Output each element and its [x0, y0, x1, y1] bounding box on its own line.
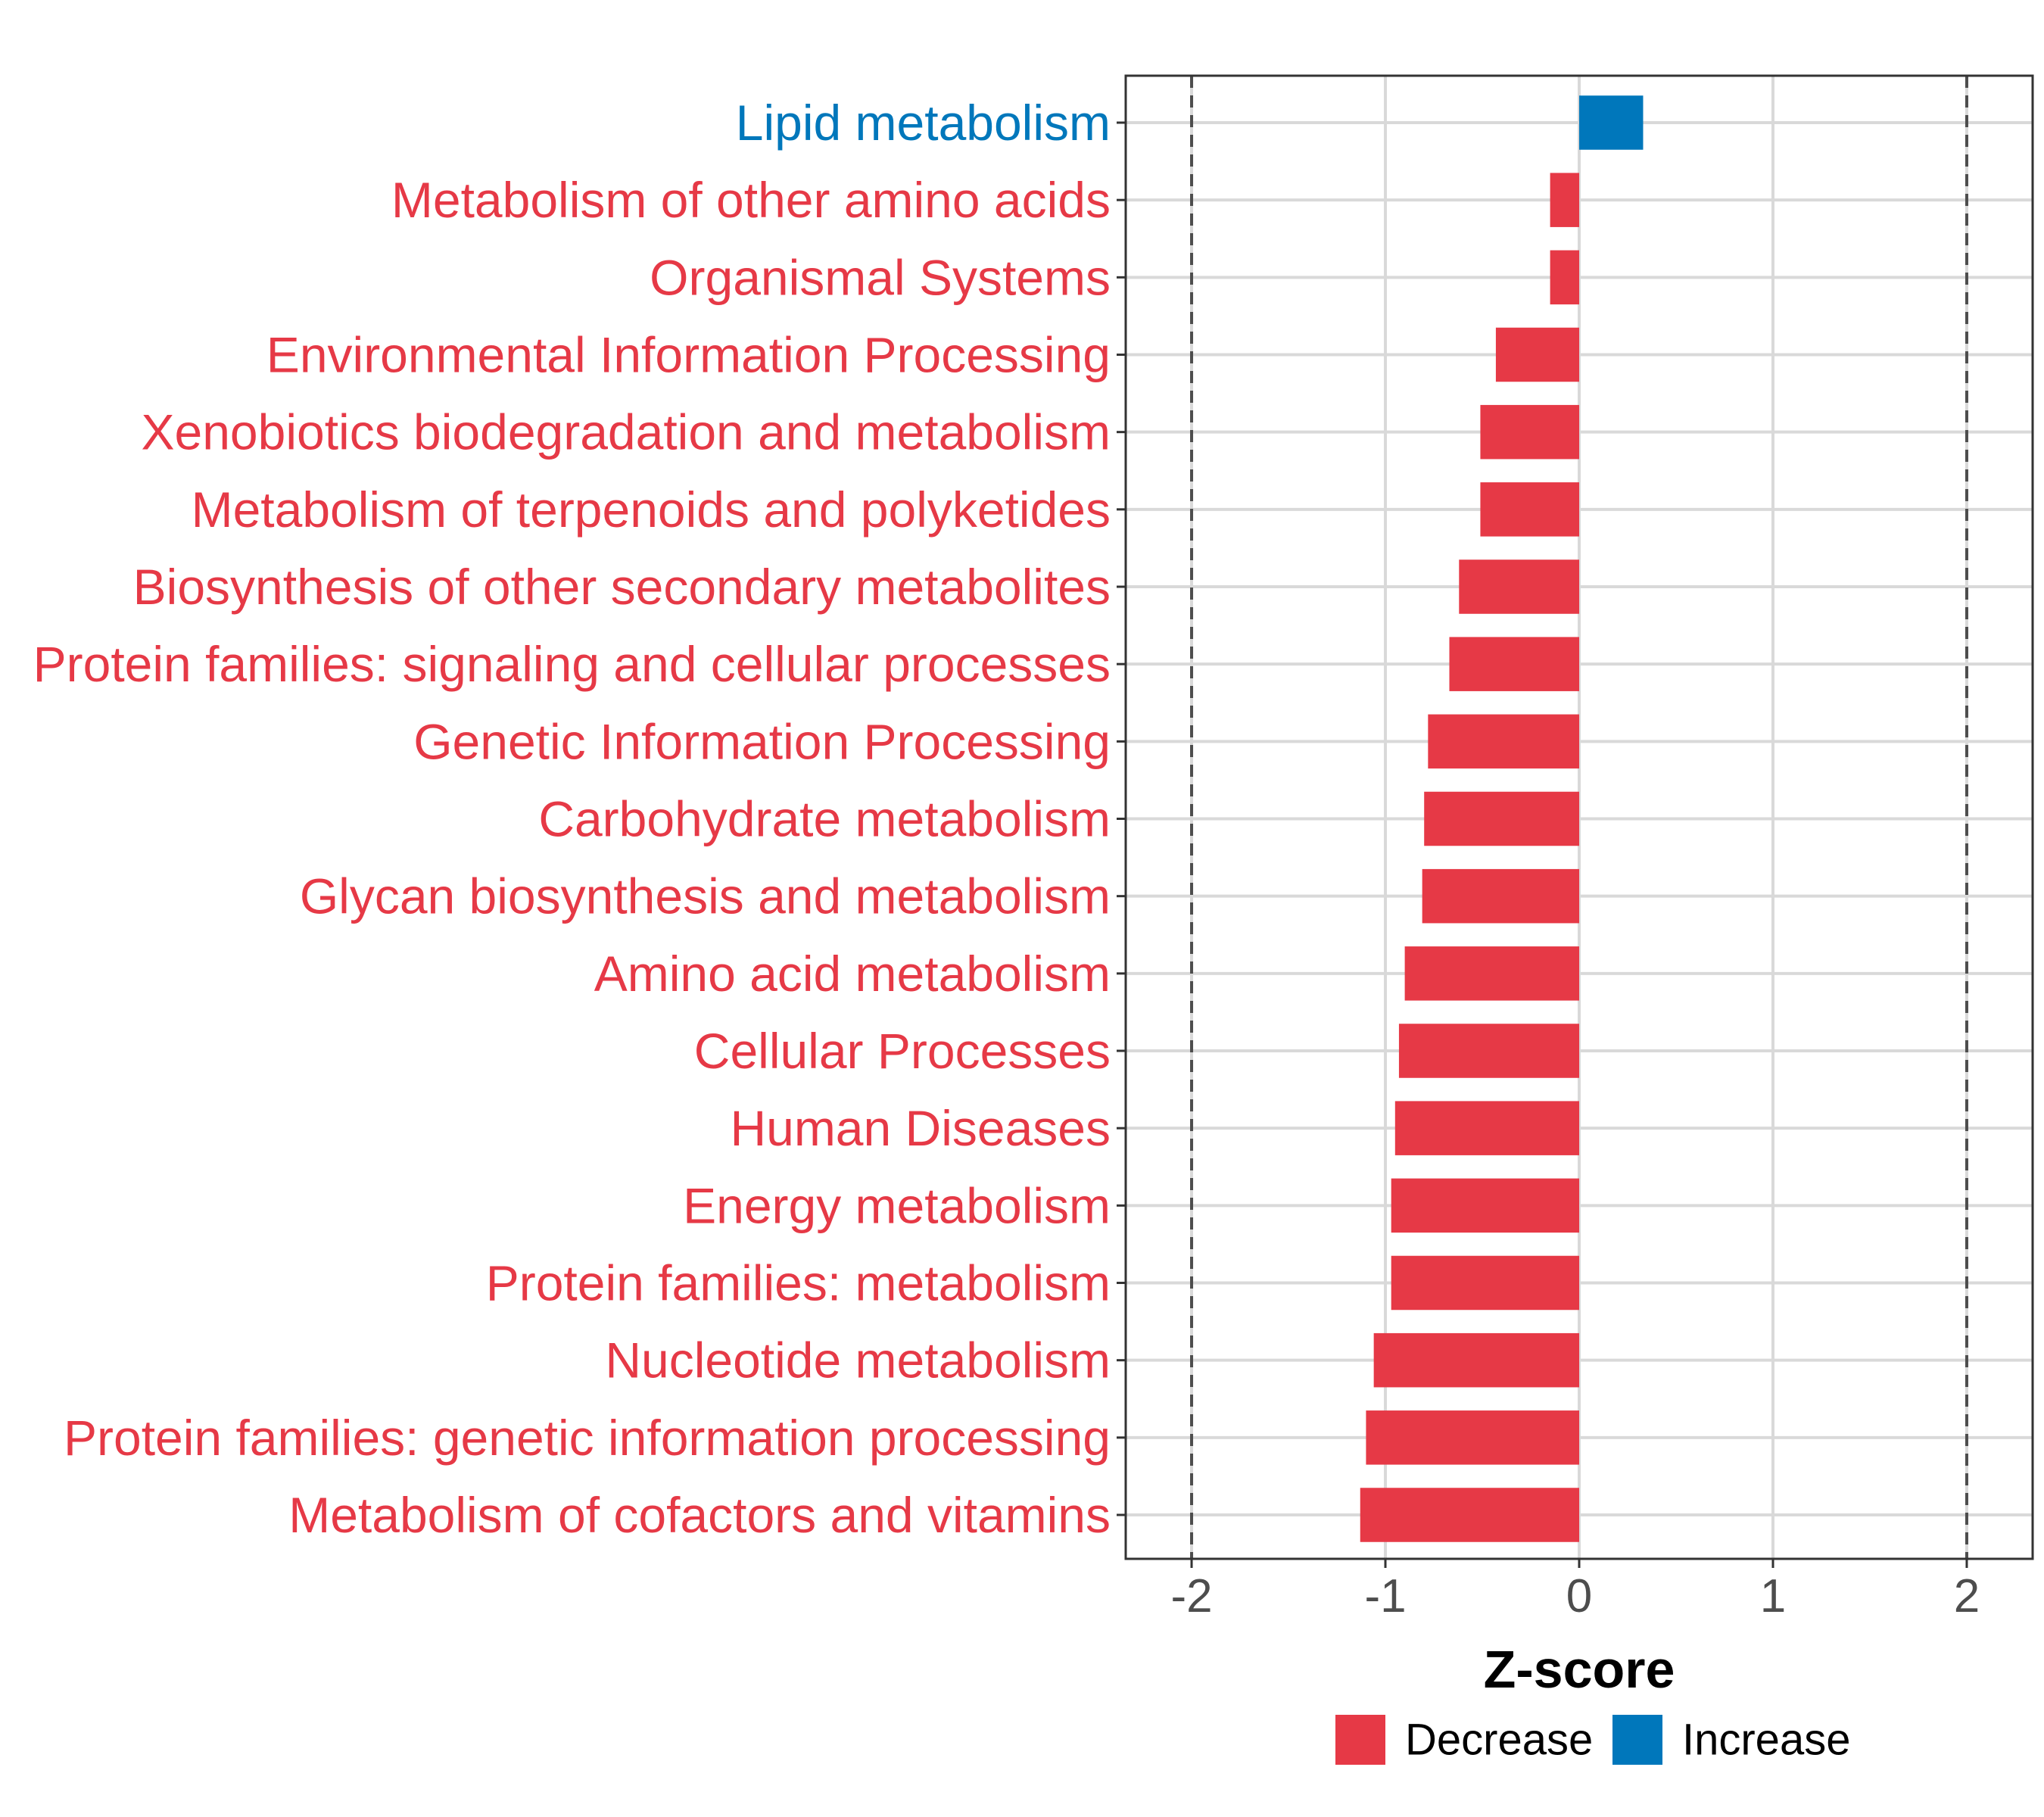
x-axis: -2 -1 0 1 2	[1170, 1559, 1980, 1622]
bar	[1404, 946, 1579, 1001]
bar	[1550, 173, 1579, 227]
bar	[1373, 1332, 1579, 1388]
bar	[1495, 327, 1579, 382]
y-tick-label: Environmental Information Processing	[266, 327, 1111, 383]
x-axis-title: Z-score	[1484, 1640, 1675, 1699]
reference-lines	[1190, 76, 1968, 1559]
y-tick-label: Glycan biosynthesis and metabolism	[300, 868, 1111, 924]
x-tick-label: -1	[1364, 1570, 1406, 1622]
bar	[1449, 637, 1579, 691]
bar	[1422, 868, 1579, 924]
bar	[1394, 1101, 1579, 1155]
bar	[1391, 1255, 1579, 1311]
bar	[1550, 250, 1579, 305]
y-tick-label: Cellular Processes	[694, 1023, 1111, 1079]
y-tick-label: Biosynthesis of other secondary metaboli…	[133, 559, 1111, 615]
bar	[1579, 95, 1644, 150]
y-tick-label: Organismal Systems	[650, 249, 1111, 305]
bar	[1360, 1488, 1579, 1542]
legend: Decrease Increase	[1335, 1715, 1850, 1765]
x-tick-label: 1	[1760, 1570, 1786, 1622]
y-tick-label: Metabolism of cofactors and vitamins	[288, 1487, 1111, 1543]
bar	[1398, 1024, 1579, 1078]
bar	[1480, 482, 1579, 537]
y-tick-label: Xenobiotics biodegradation and metabolis…	[142, 404, 1111, 460]
legend-label: Increase	[1682, 1716, 1850, 1765]
y-axis: Lipid metabolism Metabolism of other amin…	[33, 95, 1126, 1543]
y-tick-label: Genetic Information Processing	[413, 713, 1111, 769]
legend-swatch	[1612, 1715, 1662, 1765]
bar	[1428, 714, 1579, 769]
y-tick-label: Energy metabolism	[683, 1177, 1111, 1233]
x-tick-label: 0	[1566, 1570, 1592, 1622]
y-tick-label: Nucleotide metabolism	[605, 1332, 1111, 1388]
y-tick-label: Human Diseases	[730, 1100, 1111, 1156]
x-tick-label: 2	[1954, 1570, 1980, 1622]
bar	[1480, 404, 1579, 460]
bar	[1424, 791, 1579, 846]
y-tick-label: Lipid metabolism	[736, 95, 1111, 151]
x-tick-label: -2	[1170, 1570, 1212, 1622]
bar	[1366, 1410, 1579, 1465]
legend-swatch	[1335, 1715, 1385, 1765]
y-tick-label: Metabolism of terpenoids and polyketides	[192, 482, 1111, 538]
y-tick-label: Amino acid metabolism	[594, 946, 1111, 1002]
bar	[1391, 1178, 1579, 1233]
y-tick-label: Metabolism of other amino acids	[391, 172, 1111, 228]
legend-label: Decrease	[1405, 1716, 1593, 1765]
bar	[1459, 559, 1579, 614]
y-tick-label: Protein families: metabolism	[486, 1255, 1111, 1311]
y-tick-label: Carbohydrate metabolism	[538, 791, 1111, 847]
y-tick-label: Protein families: signaling and cellular…	[33, 636, 1111, 692]
bar-layer	[1360, 95, 1644, 1542]
y-tick-label: Protein families: genetic information pr…	[64, 1410, 1111, 1466]
